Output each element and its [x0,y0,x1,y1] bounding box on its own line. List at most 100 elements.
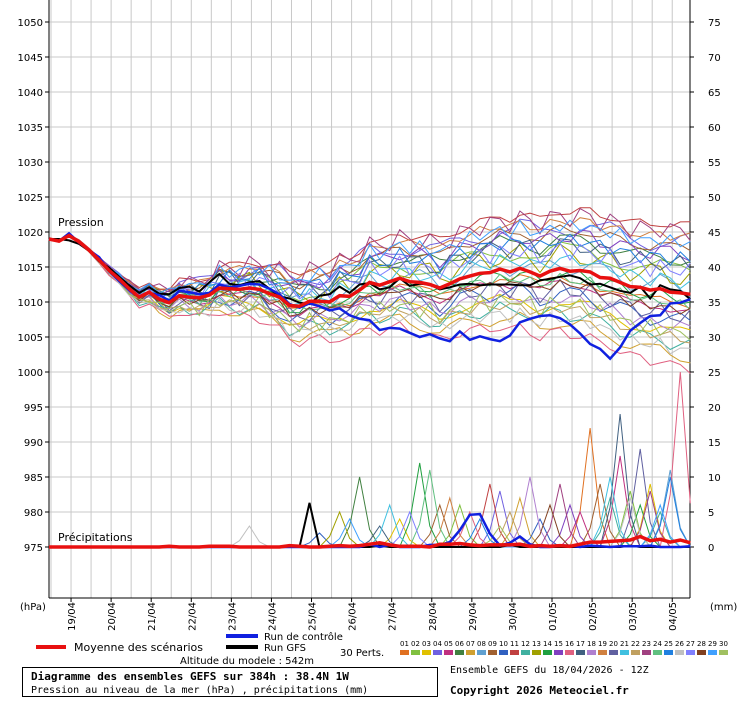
right-tick-label: 30 [708,333,721,344]
pert-pressure-28 [48,235,691,317]
pert-legend-swatch [466,650,475,655]
pert-legend-label: 19 [598,640,607,648]
pert-legend-label: 18 [587,640,596,648]
control-pressure-line [48,231,691,361]
pert-legend-label: 24 [653,640,662,648]
pert-precip-05 [49,455,691,548]
pert-legend-swatch [433,650,442,655]
right-tick-label: 5 [708,508,714,519]
date-tick-label: 22/04 [187,602,198,631]
axes: 1050104510401035103010251020101510101005… [18,0,721,631]
date-tick-label: 24/04 [267,602,278,631]
pert-legend-label: 20 [609,640,618,648]
pert-pressure-18 [48,235,691,331]
pert-legend-swatch [587,650,596,655]
left-tick-label: 1045 [18,53,43,64]
right-tick-label: 15 [708,438,721,449]
pert-legend-swatch [576,650,585,655]
pert-legend-swatch [719,650,728,655]
pert-pressure-03 [48,235,691,332]
pert-legend-swatch [686,650,695,655]
pert-legend-swatch [697,650,706,655]
left-tick-label: 1030 [18,158,43,169]
perturbation-legend: 01 02 03 04 05 06 07 08 09 10 11 12 13 14 15 16 17 18 19 20… [400,640,728,655]
date-tick-label: 19/04 [67,602,78,631]
legend: Moyenne des scénarios Run de contrôle Ru… [36,631,728,667]
mean-precip-line [49,534,691,549]
date-tick-label: 30/04 [508,602,519,631]
mean-pressure-line [48,233,691,308]
left-tick-label: 990 [24,438,43,449]
left-tick-label: 995 [24,403,43,414]
left-tick-label: 1010 [18,298,43,309]
pert-legend-label: 21 [620,640,629,648]
pert-legend-label: 28 [697,640,706,648]
pert-legend-label: 08 [477,640,486,648]
pert-pressure-22 [48,235,691,344]
right-tick-label: 70 [708,53,721,64]
pert-legend-swatch [532,650,541,655]
legend-perts-label: 30 Perts. [340,648,384,659]
chart-info-box: Diagramme des ensembles GEFS sur 384h : … [22,667,438,697]
main-series [48,231,691,549]
perturbation-lines [48,207,691,548]
pert-legend-swatch [444,650,453,655]
run-info: Ensemble GEFS du 18/04/2026 - 12Z [450,665,649,676]
right-tick-label: 65 [708,88,721,99]
pert-legend-swatch [543,650,552,655]
pert-legend-label: 13 [532,640,541,648]
precip-label: Précipitations [58,531,133,544]
legend-mean-label: Moyenne des scénarios [74,641,203,654]
right-tick-label: 10 [708,473,721,484]
pert-legend-label: 25 [664,640,673,648]
pert-legend-label: 30 [719,640,728,648]
pert-legend-swatch [554,650,563,655]
date-tick-label: 21/04 [147,602,158,631]
right-tick-label: 75 [708,18,721,29]
date-tick-label: 03/05 [628,602,639,631]
pert-legend-label: 02 [411,640,420,648]
date-tick-label: 01/05 [548,602,559,631]
altitude-label: Altitude du modele : 542m [180,656,314,667]
legend-gfs-label: Run GFS [264,643,306,654]
date-tick-label: 20/04 [107,602,118,631]
copyright: Copyright 2026 Meteociel.fr [450,684,629,697]
left-tick-label: 1025 [18,193,43,204]
legend-control-label: Run de contrôle [264,631,343,643]
left-tick-label: 975 [24,543,43,554]
right-tick-label: 55 [708,158,721,169]
pert-legend-swatch [411,650,420,655]
pert-pressure-30 [48,235,691,341]
pert-legend-label: 10 [499,640,508,648]
pert-legend-swatch [565,650,574,655]
right-unit-label: (mm) [710,602,737,613]
pert-legend-label: 26 [675,640,684,648]
pert-pressure-23 [48,207,691,291]
pert-legend-label: 29 [708,640,717,648]
left-tick-label: 1040 [18,88,43,99]
pert-legend-swatch [510,650,519,655]
right-tick-label: 60 [708,123,721,134]
pert-legend-swatch [675,650,684,655]
pert-legend-swatch [620,650,629,655]
pert-legend-label: 27 [686,640,695,648]
date-tick-label: 04/05 [668,602,679,631]
chart-subtitle: Pression au niveau de la mer (hPa) , pré… [31,685,369,696]
pert-legend-label: 07 [466,640,475,648]
left-tick-label: 980 [24,508,43,519]
left-tick-label: 1035 [18,123,43,134]
pert-precip-17 [49,413,691,548]
left-tick-label: 985 [24,473,43,484]
pert-legend-label: 06 [455,640,464,648]
pert-legend-label: 16 [565,640,574,648]
pert-legend-label: 15 [554,640,563,648]
pert-legend-swatch [653,650,662,655]
pert-legend-swatch [631,650,640,655]
pert-legend-label: 09 [488,640,497,648]
pert-legend-swatch [477,650,486,655]
pert-pressure-29 [48,219,691,295]
date-tick-label: 27/04 [388,602,399,631]
pressure-label: Pression [58,216,104,229]
pert-legend-swatch [455,650,464,655]
